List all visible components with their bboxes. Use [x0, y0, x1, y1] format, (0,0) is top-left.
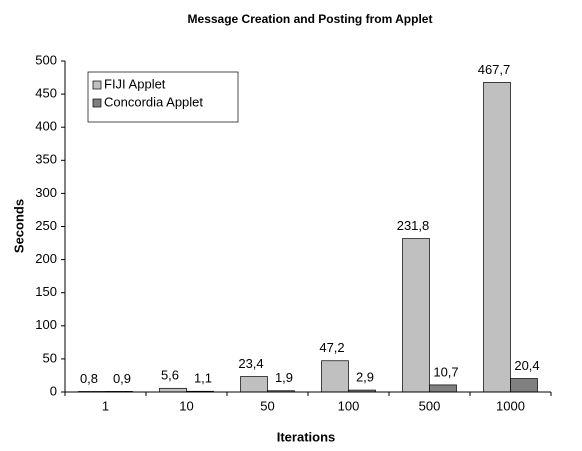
y-tick-label: 450 — [35, 86, 57, 101]
y-axis-title: Seconds — [11, 199, 26, 253]
value-label: 20,4 — [514, 358, 539, 373]
value-label: 10,7 — [433, 364, 458, 379]
bar — [402, 238, 430, 393]
x-tick-label: 10 — [179, 398, 193, 413]
bar — [510, 378, 538, 393]
legend-swatch — [92, 98, 102, 108]
y-tick-label: 350 — [35, 152, 57, 167]
legend-label: FIJI Applet — [104, 76, 166, 91]
bar — [429, 384, 457, 393]
bar — [321, 360, 349, 393]
x-tick-label: 50 — [260, 398, 274, 413]
y-tick-label: 400 — [35, 119, 57, 134]
value-label: 231,8 — [397, 218, 430, 233]
value-label: 0,8 — [80, 371, 98, 386]
y-tick-label: 300 — [35, 185, 57, 200]
value-label: 5,6 — [161, 368, 179, 383]
x-axis-title: Iterations — [277, 429, 336, 444]
y-tick-label: 500 — [35, 52, 57, 67]
value-label: 0,9 — [113, 371, 131, 386]
bar — [483, 82, 511, 393]
value-label: 467,7 — [478, 62, 511, 77]
value-label: 1,9 — [275, 370, 293, 385]
x-tick-label: 500 — [419, 398, 441, 413]
x-tick-label: 1000 — [496, 398, 525, 413]
y-tick-label: 50 — [43, 350, 57, 365]
value-label: 23,4 — [238, 356, 263, 371]
legend-swatch — [92, 80, 102, 90]
legend-box — [87, 71, 239, 123]
x-tick-label: 1 — [102, 398, 109, 413]
bar — [159, 387, 187, 393]
bar — [240, 376, 268, 393]
value-label: 2,9 — [356, 370, 374, 385]
x-tick-label: 100 — [338, 398, 360, 413]
y-tick-label: 150 — [35, 284, 57, 299]
value-label: 1,1 — [194, 371, 212, 386]
y-tick-label: 0 — [50, 383, 57, 398]
legend-label: Concordia Applet — [104, 94, 203, 109]
chart-title: Message Creation and Posting from Applet — [188, 12, 433, 26]
y-tick-label: 250 — [35, 218, 57, 233]
y-tick-label: 100 — [35, 317, 57, 332]
y-tick-label: 200 — [35, 251, 57, 266]
value-label: 47,2 — [319, 340, 344, 355]
